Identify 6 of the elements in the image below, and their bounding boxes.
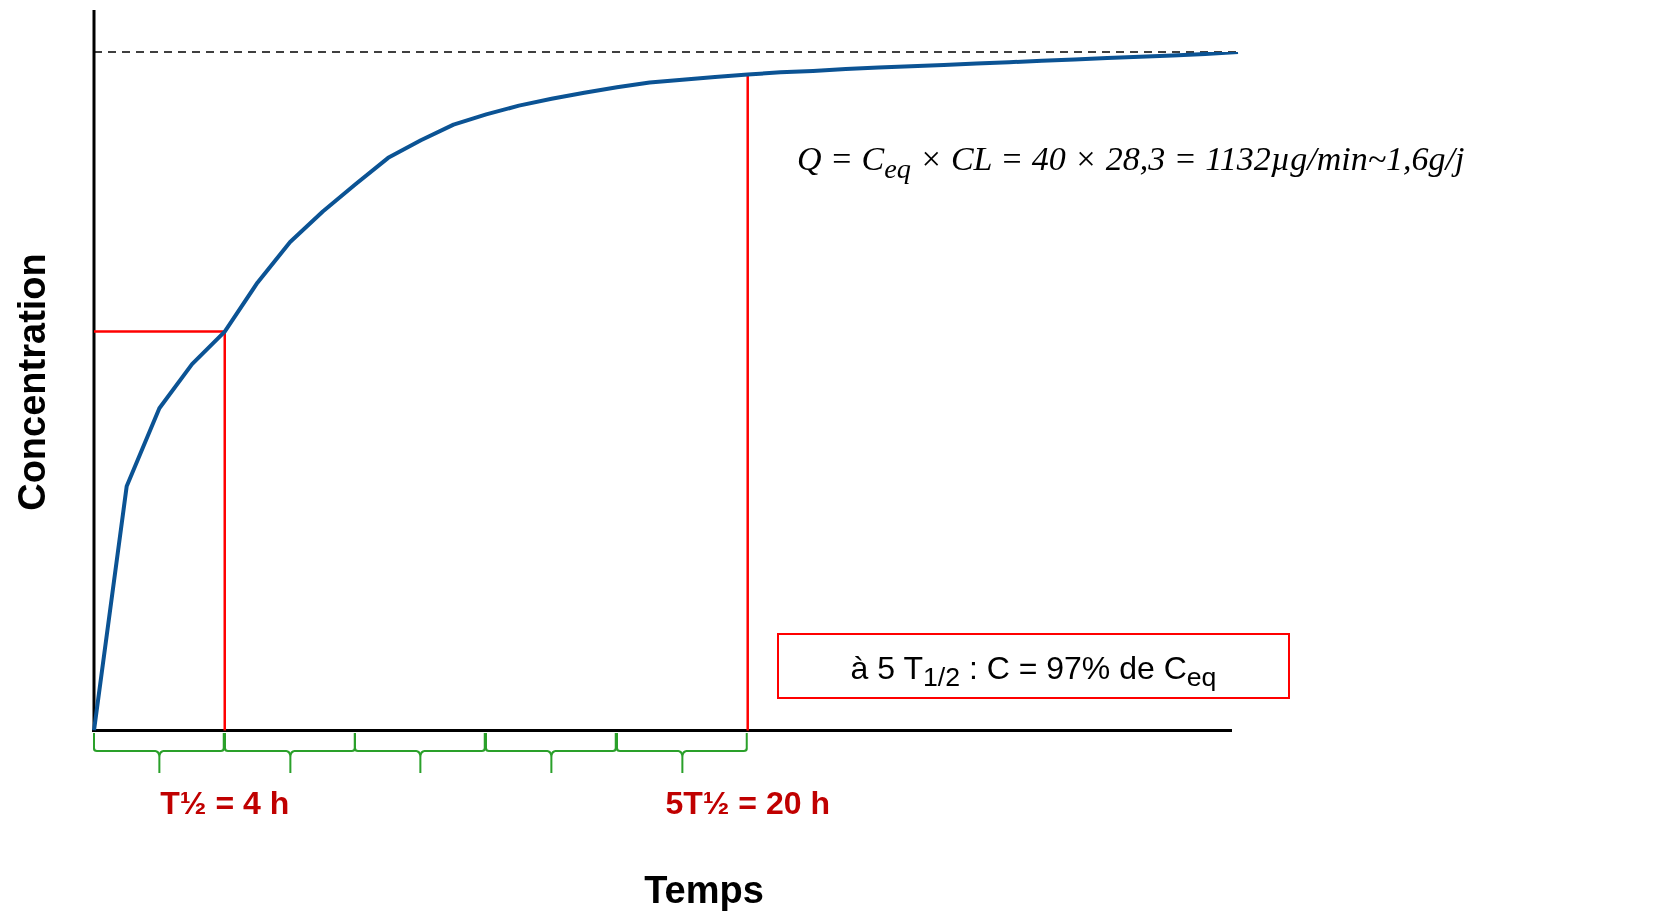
x-tick-label: 5T½ = 20 h — [665, 784, 830, 821]
x-tick-label: T½ = 4 h — [160, 784, 290, 821]
x-axis-title: Temps — [644, 868, 764, 912]
annotation: à 5 T$_{1/2}$ : C = 97% de C$_{eq}$ — [777, 633, 1290, 699]
y-axis-title: Concentration — [10, 253, 54, 511]
annotation: Q = C$_{eq}$ × CL = 40 × 28,3 = 1132µg/min~1,6g/j — [797, 140, 1465, 185]
